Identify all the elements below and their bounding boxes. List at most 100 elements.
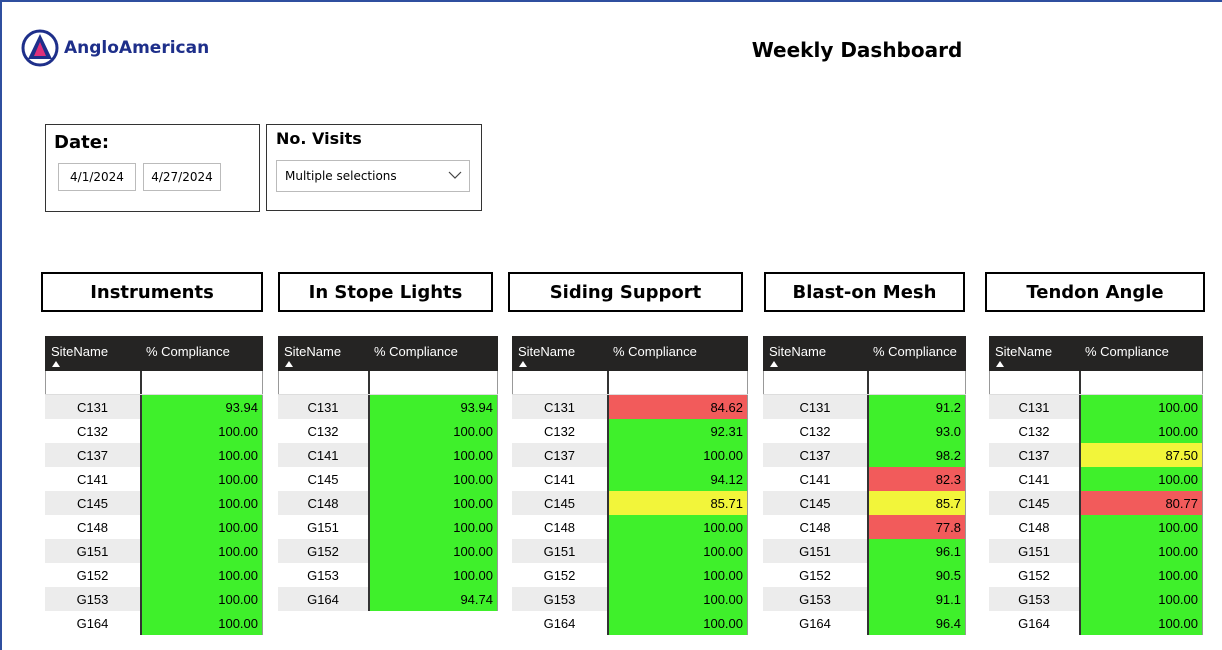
column-header: SiteName (995, 343, 1053, 359)
compliance-cell: 100.00 (370, 563, 497, 587)
column-header: % Compliance (374, 343, 458, 359)
panel-title: Blast-on Mesh (764, 272, 965, 312)
site-cell: G153 (45, 587, 140, 611)
compliance-cell: 96.1 (869, 539, 965, 563)
date-label: Date: (54, 132, 110, 153)
site-cell: C131 (278, 395, 368, 419)
site-cell: C141 (278, 443, 368, 467)
blank-row (512, 371, 748, 395)
dropdown-chevron (448, 171, 462, 179)
compliance-cell: 87.50 (1081, 443, 1202, 467)
logo-icon (21, 29, 59, 67)
compliance-cell: 100.00 (142, 419, 262, 443)
compliance-cell: 100.00 (1081, 395, 1202, 419)
site-cell: G164 (278, 587, 368, 611)
compliance-cell: 100.00 (609, 539, 747, 563)
site-cell: C148 (45, 515, 140, 539)
site-cell: C148 (278, 491, 368, 515)
compliance-cell: 77.8 (869, 515, 965, 539)
site-cell: G164 (989, 611, 1079, 635)
column-divider (368, 371, 370, 611)
blank-row (45, 371, 263, 395)
compliance-cell: 100.00 (1081, 467, 1202, 491)
blank-row (278, 371, 498, 395)
site-cell: G153 (763, 587, 867, 611)
site-cell: C132 (278, 419, 368, 443)
compliance-cell: 93.94 (370, 395, 497, 419)
site-cell: G164 (763, 611, 867, 635)
compliance-cell: 82.3 (869, 467, 965, 491)
table-header (512, 336, 748, 371)
compliance-cell: 100.00 (370, 419, 497, 443)
site-cell: G151 (278, 515, 368, 539)
visits-filter (266, 124, 482, 211)
column-header: SiteName (51, 343, 109, 359)
compliance-cell: 84.62 (609, 395, 747, 419)
column-header: % Compliance (1085, 343, 1169, 359)
compliance-cell: 100.00 (142, 443, 262, 467)
site-cell: C131 (989, 395, 1079, 419)
column-divider (867, 371, 869, 635)
site-cell: C131 (45, 395, 140, 419)
site-cell: C132 (512, 419, 607, 443)
site-cell: C148 (763, 515, 867, 539)
sort-arrow (770, 361, 778, 367)
compliance-cell: 90.5 (869, 563, 965, 587)
table-header (278, 336, 498, 371)
start-date[interactable]: 4/1/2024 (58, 163, 136, 191)
blank-row (989, 371, 1203, 395)
compliance-cell: 100.00 (370, 515, 497, 539)
compliance-cell: 100.00 (1081, 515, 1202, 539)
site-cell: C148 (989, 515, 1079, 539)
compliance-cell: 91.2 (869, 395, 965, 419)
table-header (763, 336, 966, 371)
site-cell: C137 (763, 443, 867, 467)
page-title: Weekly Dashboard (751, 38, 963, 62)
compliance-cell: 85.71 (609, 491, 747, 515)
compliance-cell: 85.7 (869, 491, 965, 515)
compliance-cell: 91.1 (869, 587, 965, 611)
compliance-cell: 100.00 (1081, 611, 1202, 635)
compliance-cell: 100.00 (142, 515, 262, 539)
blank-row (763, 371, 966, 395)
panel-title: Siding Support (508, 272, 743, 312)
compliance-cell: 100.00 (370, 491, 497, 515)
site-cell: C145 (512, 491, 607, 515)
panel-title: Tendon Angle (985, 272, 1205, 312)
panel-title: In Stope Lights (278, 272, 493, 312)
site-cell: C137 (45, 443, 140, 467)
site-cell: G153 (989, 587, 1079, 611)
column-header: % Compliance (873, 343, 957, 359)
site-cell: C131 (763, 395, 867, 419)
column-header: SiteName (284, 343, 342, 359)
site-cell: C131 (512, 395, 607, 419)
compliance-cell: 80.77 (1081, 491, 1202, 515)
compliance-cell: 100.00 (142, 467, 262, 491)
column-header: % Compliance (146, 343, 230, 359)
table-header (45, 336, 263, 371)
visits-dropdown[interactable]: Multiple selections (276, 160, 470, 192)
site-cell: C132 (989, 419, 1079, 443)
site-cell: G152 (278, 539, 368, 563)
panel-title: Instruments (41, 272, 263, 312)
site-cell: C141 (763, 467, 867, 491)
compliance-cell: 100.00 (1081, 419, 1202, 443)
site-cell: C145 (278, 467, 368, 491)
end-date[interactable]: 4/27/2024 (143, 163, 221, 191)
sort-arrow (285, 361, 293, 367)
site-cell: G153 (512, 587, 607, 611)
site-cell: G151 (763, 539, 867, 563)
column-divider (607, 371, 609, 635)
compliance-cell: 100.00 (609, 611, 747, 635)
compliance-cell: 100.00 (142, 563, 262, 587)
compliance-cell: 92.31 (609, 419, 747, 443)
site-cell: G164 (512, 611, 607, 635)
column-divider (140, 371, 142, 635)
site-cell: C145 (45, 491, 140, 515)
site-cell: G152 (45, 563, 140, 587)
site-cell: C132 (45, 419, 140, 443)
site-cell: G152 (763, 563, 867, 587)
site-cell: C148 (512, 515, 607, 539)
site-cell: C137 (989, 443, 1079, 467)
